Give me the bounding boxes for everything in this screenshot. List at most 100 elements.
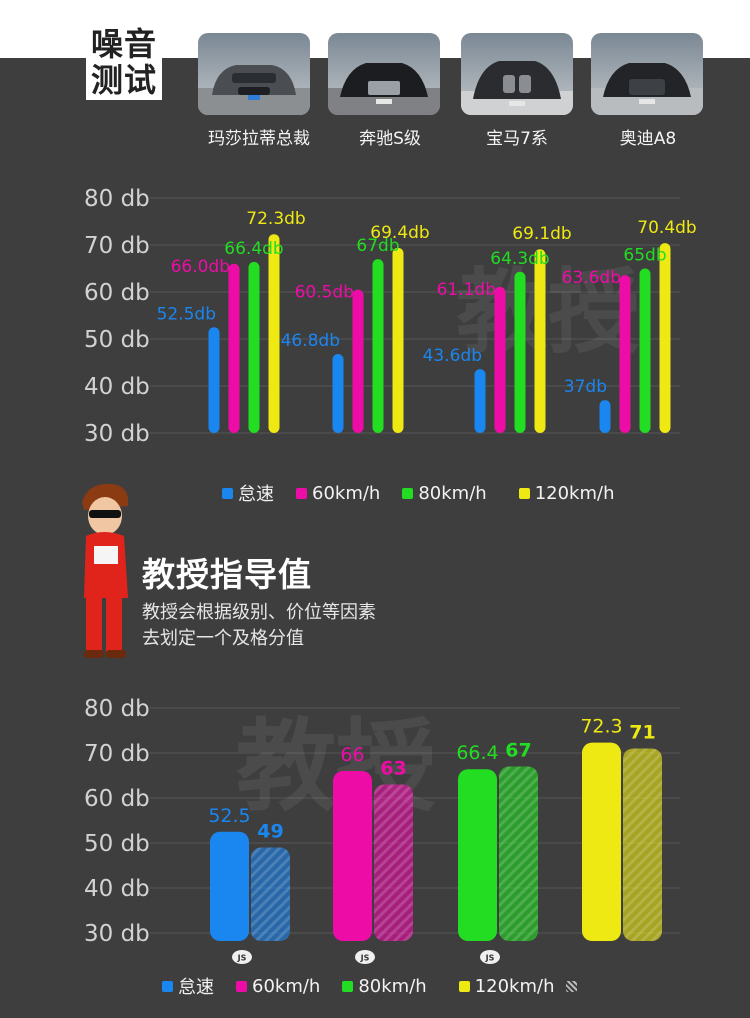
y-tick-label: 80 db [84, 186, 150, 212]
js-badge [232, 950, 252, 964]
legend-item-120: 120km/h [518, 480, 615, 506]
y-tick-label: 60 db [84, 786, 150, 812]
data-label-120kmh: 70.4db [637, 218, 696, 238]
js-badge-label: JS [237, 954, 247, 963]
guide-value-chart: 80 db 70 db 60 db 50 db 40 db 30 db 52.5 49 JS 66… [84, 696, 680, 964]
bar-idle-2 [332, 354, 344, 433]
car-photo-benz [328, 33, 440, 115]
guide-description-line-2: 去划定一个及格分值 [142, 628, 304, 649]
y-tick-label: 50 db [84, 831, 150, 857]
legend-swatch [458, 980, 470, 992]
legend-item-60: 60km/h [296, 480, 380, 506]
bar-idle-3 [474, 369, 486, 433]
section-title-noise-test: 噪音 测试 [86, 26, 162, 100]
bar-guide-hatch-120kmh [623, 748, 662, 941]
data-label-guide: 71 [629, 722, 655, 744]
legend-swatch-hatched [566, 980, 578, 992]
legend-item-guide [566, 973, 582, 999]
bar-measured-60kmh [333, 771, 372, 941]
data-label-80kmh: 64.3db [490, 249, 549, 269]
legend-label: 120km/h [534, 482, 615, 504]
data-label-80kmh: 67db [356, 236, 399, 256]
legend-swatch [402, 487, 414, 499]
legend-label: 怠速 [238, 484, 274, 505]
legend-label: 80km/h [418, 482, 487, 504]
bar-measured-120kmh [582, 742, 621, 941]
bar-idle-4 [599, 400, 611, 433]
bar-guide-hatch-60kmh [374, 784, 413, 941]
data-label-60kmh: 60.5db [295, 283, 354, 303]
chart2-legend: 怠速 60km/h 80km/h 120km/h [162, 973, 582, 999]
bar-120kmh-1 [268, 234, 280, 433]
bar-measured-idle [210, 831, 249, 941]
bar-80kmh-3 [514, 271, 526, 433]
legend-label: 怠速 [178, 977, 214, 998]
y-tick-label: 80 db [84, 696, 150, 722]
y-tick-label: 30 db [84, 921, 150, 947]
legend-item-80: 80km/h [402, 480, 487, 506]
car-photo-audi [591, 33, 703, 115]
bar-guide-hatch-80kmh [499, 766, 538, 941]
guide-description-line-1: 教授会根据级别、价位等因素 [142, 602, 376, 623]
bar-60kmh-3 [494, 286, 506, 433]
legend-label: 60km/h [312, 482, 381, 504]
bar-80kmh-4 [639, 268, 651, 433]
car-label-maserati: 玛莎拉蒂总裁 [208, 129, 310, 149]
legend-swatch [296, 487, 307, 499]
guide-title: 教授指导值 [142, 555, 312, 594]
data-label-120kmh: 69.1db [512, 224, 571, 244]
legend-item-120: 120km/h [458, 973, 555, 999]
data-label-measured: 52.5 [208, 805, 250, 827]
data-label-60kmh: 63.6db [562, 268, 621, 288]
data-label-idle: 52.5db [157, 304, 216, 324]
professor-mascot-illustration [82, 483, 129, 658]
y-tick-label: 40 db [84, 876, 150, 902]
car-label-bmw: 宝马7系 [486, 129, 548, 149]
data-label-80kmh: 65db [623, 246, 666, 266]
bar-measured-80kmh [458, 769, 497, 941]
bar-60kmh-2 [352, 289, 364, 433]
legend-label: 120km/h [474, 975, 555, 997]
y-tick-label: 60 db [84, 280, 150, 306]
data-label-80kmh: 66.4db [224, 239, 283, 259]
y-tick-label: 30 db [84, 421, 150, 447]
legend-item-80: 80km/h [342, 973, 427, 999]
y-tick-label: 50 db [84, 327, 150, 353]
js-badge-label: JS [360, 954, 370, 963]
legend-swatch [518, 487, 530, 499]
data-label-idle: 37db [564, 377, 607, 397]
legend-label: 60km/h [252, 975, 321, 997]
data-label-guide: 49 [257, 821, 283, 843]
bar-120kmh-2 [392, 247, 404, 433]
car-photo-bmw [461, 33, 573, 115]
y-tick-label: 70 db [84, 233, 150, 259]
data-label-guide: 67 [505, 740, 531, 762]
car-label-benz: 奔驰S级 [359, 129, 421, 149]
bar-60kmh-1 [228, 263, 240, 433]
data-label-120kmh: 69.4db [370, 223, 429, 243]
y-tick-label: 40 db [84, 374, 150, 400]
bar-80kmh-1 [248, 261, 260, 433]
data-label-measured: 66.4 [456, 742, 498, 764]
data-label-idle: 43.6db [423, 346, 482, 366]
bar-idle-1 [208, 327, 220, 433]
car-photo-maserati [198, 33, 310, 115]
bar-60kmh-4 [619, 275, 631, 433]
js-badge [355, 950, 375, 964]
legend-swatch [162, 980, 173, 992]
legend-item-idle: 怠速 [222, 480, 274, 506]
bar-guide-hatch-idle [251, 847, 290, 941]
js-badge [480, 950, 500, 964]
legend-swatch [222, 487, 233, 499]
data-label-idle: 46.8db [281, 331, 340, 351]
data-label-60kmh: 61.1db [437, 280, 496, 300]
bar-120kmh-3 [534, 249, 546, 433]
title-line-1: 噪音 [90, 25, 157, 63]
chart1-legend: 怠速 60km/h 80km/h 120km/h [222, 480, 614, 506]
data-label-measured: 66 [340, 744, 364, 766]
car-label-audi: 奥迪A8 [619, 129, 677, 149]
legend-label: 80km/h [358, 975, 427, 997]
guide-description: 教授会根据级别、价位等因素 去划定一个及格分值 [142, 600, 376, 652]
data-label-measured: 72.3 [580, 716, 622, 738]
data-label-guide: 63 [380, 758, 406, 780]
